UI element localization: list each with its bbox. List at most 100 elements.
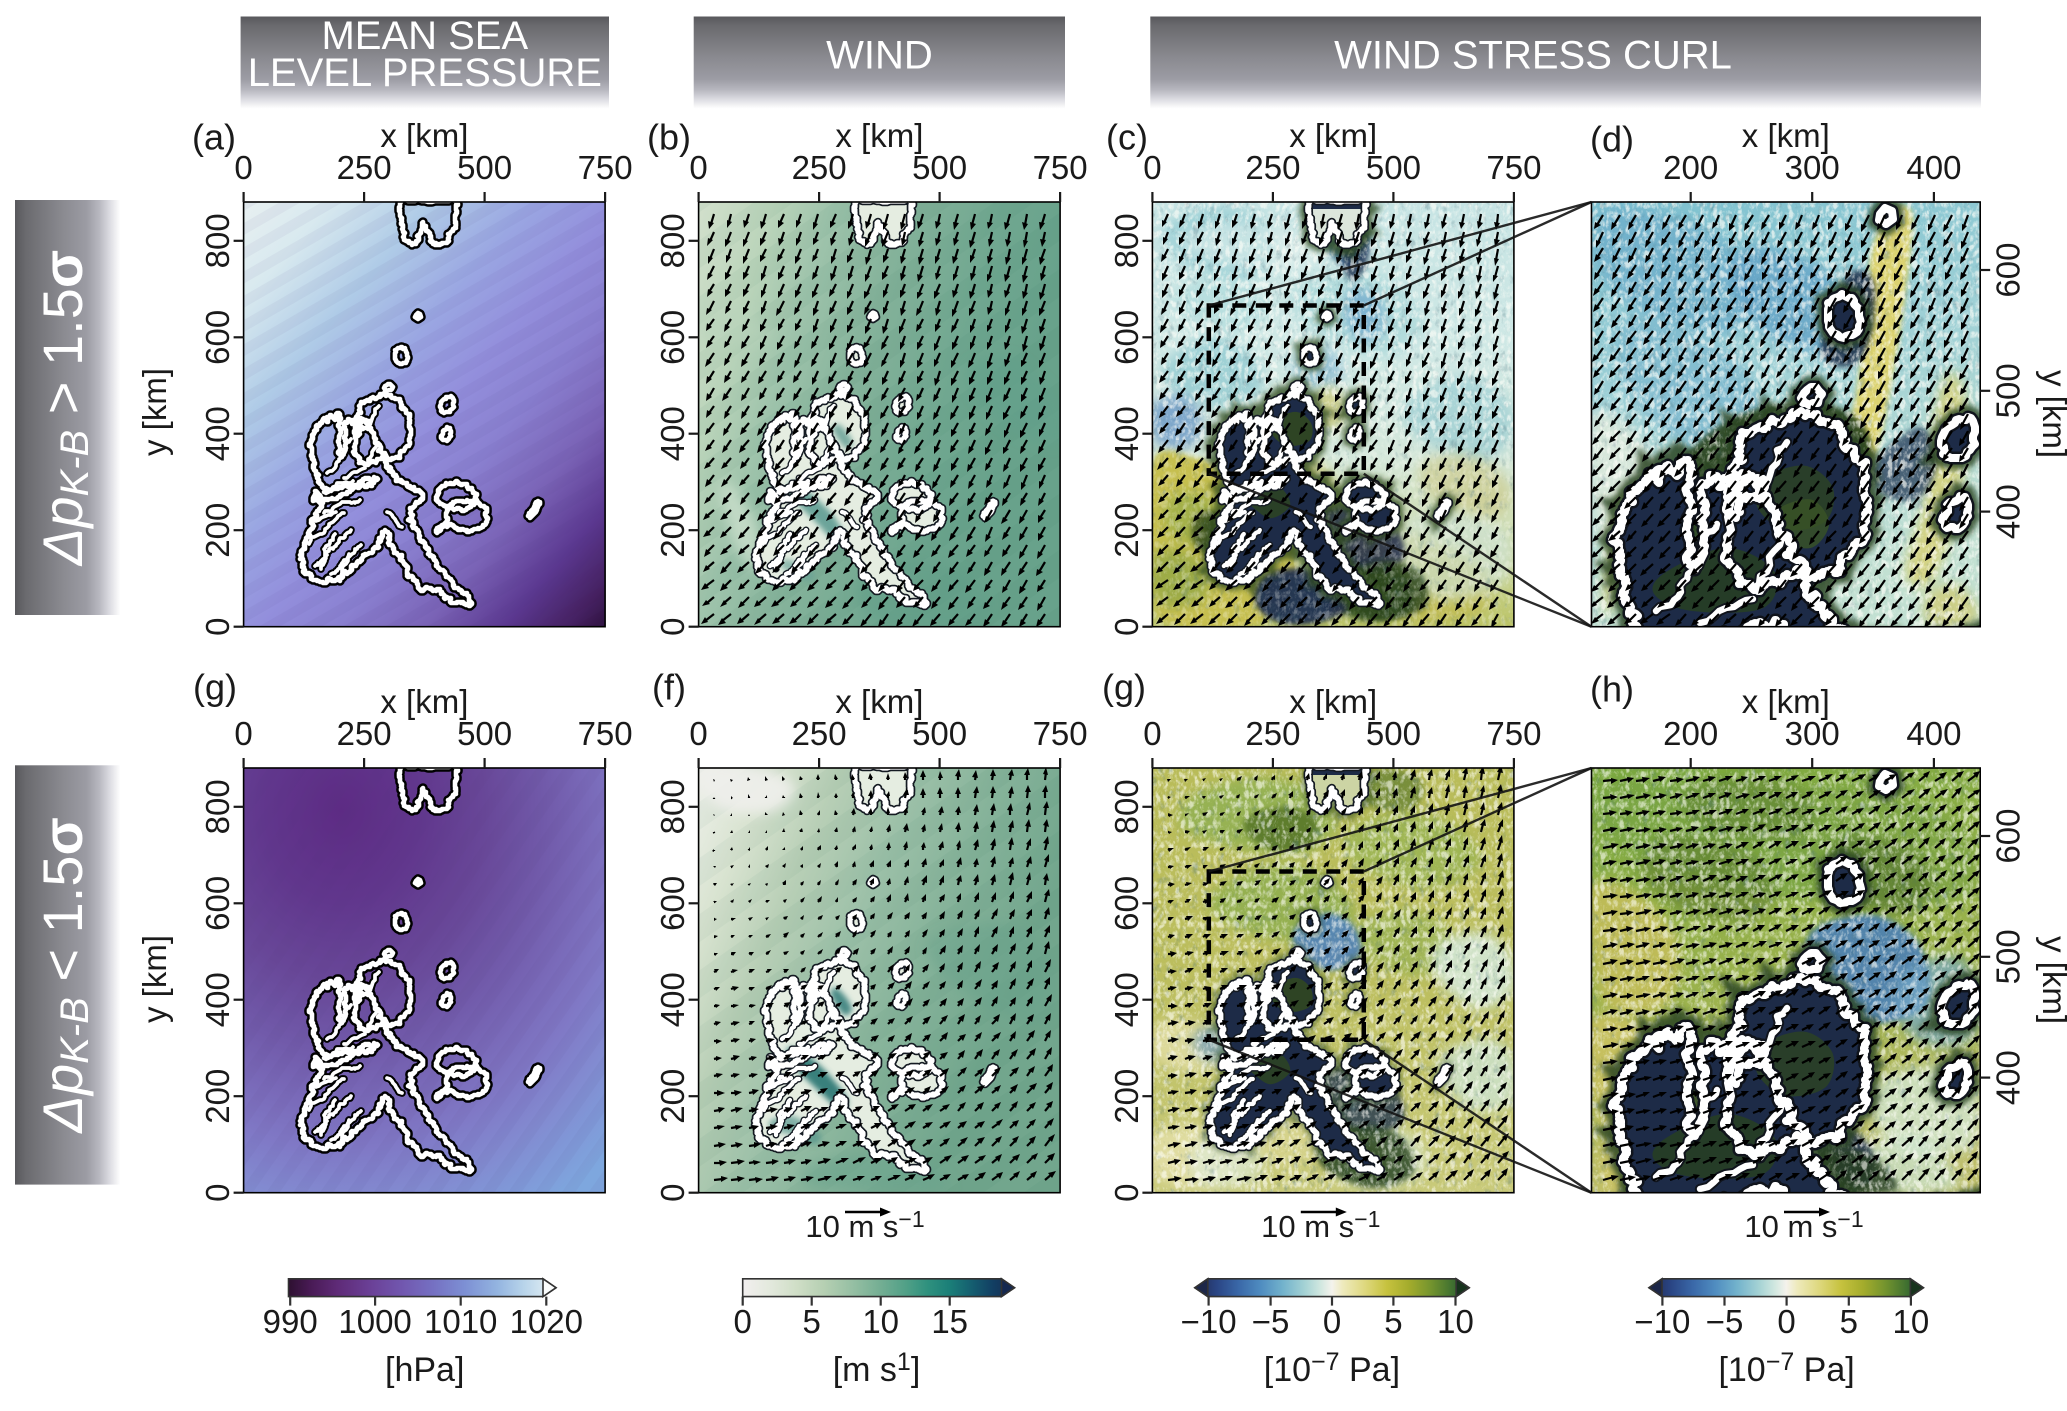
svg-text:0: 0 <box>199 618 236 636</box>
svg-text:200: 200 <box>1108 1069 1145 1124</box>
svg-text:0: 0 <box>1108 1184 1145 1202</box>
svg-text:200: 200 <box>654 1069 691 1124</box>
svg-text:250: 250 <box>337 715 392 752</box>
svg-text:10: 10 <box>862 1303 899 1340</box>
svg-text:0: 0 <box>1143 715 1161 752</box>
svg-text:600: 600 <box>1990 808 2027 863</box>
svg-text:200: 200 <box>654 503 691 558</box>
svg-text:10: 10 <box>1437 1303 1474 1340</box>
svg-text:800: 800 <box>1108 779 1145 834</box>
svg-text:500: 500 <box>1366 149 1421 186</box>
svg-text:ΔpK-B < 1.5σ: ΔpK-B < 1.5σ <box>31 817 98 1134</box>
svg-text:250: 250 <box>1245 715 1300 752</box>
svg-text:[m s1]: [m s1] <box>833 1348 921 1389</box>
svg-text:250: 250 <box>1245 149 1300 186</box>
svg-text:990: 990 <box>263 1303 318 1340</box>
svg-text:WIND: WIND <box>826 34 933 78</box>
svg-text:0: 0 <box>234 149 252 186</box>
svg-text:5: 5 <box>1384 1303 1402 1340</box>
svg-text:800: 800 <box>199 779 236 834</box>
svg-text:y [km]: y [km] <box>136 935 173 1023</box>
svg-text:y [km]: y [km] <box>2036 936 2067 1024</box>
svg-text:300: 300 <box>1785 149 1840 186</box>
svg-text:(b): (b) <box>647 117 691 158</box>
svg-text:x [km]: x [km] <box>835 117 923 154</box>
svg-text:800: 800 <box>654 779 691 834</box>
svg-text:1000: 1000 <box>338 1303 411 1340</box>
svg-text:800: 800 <box>1108 213 1145 268</box>
svg-text:(a): (a) <box>192 117 236 158</box>
svg-text:200: 200 <box>1663 715 1718 752</box>
svg-text:x [km]: x [km] <box>1742 117 1830 154</box>
svg-text:x [km]: x [km] <box>835 683 923 720</box>
svg-text:500: 500 <box>912 715 967 752</box>
svg-text:600: 600 <box>1108 310 1145 365</box>
svg-text:0: 0 <box>1108 618 1145 636</box>
svg-text:600: 600 <box>199 310 236 365</box>
svg-text:600: 600 <box>1108 876 1145 931</box>
svg-text:0: 0 <box>689 149 707 186</box>
svg-text:250: 250 <box>337 149 392 186</box>
svg-text:400: 400 <box>654 406 691 461</box>
svg-text:300: 300 <box>1785 715 1840 752</box>
svg-text:WIND STRESS CURL: WIND STRESS CURL <box>1334 34 1732 78</box>
svg-text:y [km]: y [km] <box>2036 370 2067 458</box>
svg-text:(f): (f) <box>652 667 686 708</box>
svg-text:0: 0 <box>1323 1303 1341 1340</box>
svg-text:600: 600 <box>654 310 691 365</box>
svg-text:−10: −10 <box>1181 1303 1237 1340</box>
svg-text:15: 15 <box>931 1303 968 1340</box>
svg-text:400: 400 <box>1906 149 1961 186</box>
svg-text:(g): (g) <box>193 667 237 708</box>
svg-text:400: 400 <box>1108 972 1145 1027</box>
svg-text:750: 750 <box>1033 149 1088 186</box>
svg-text:0: 0 <box>689 715 707 752</box>
svg-text:0: 0 <box>734 1303 752 1340</box>
svg-text:600: 600 <box>1990 242 2027 297</box>
svg-text:500: 500 <box>457 715 512 752</box>
svg-text:600: 600 <box>654 876 691 931</box>
svg-text:−10: −10 <box>1634 1303 1690 1340</box>
svg-text:400: 400 <box>199 406 236 461</box>
svg-text:0: 0 <box>199 1184 236 1202</box>
svg-text:400: 400 <box>1990 484 2027 539</box>
svg-text:5: 5 <box>803 1303 821 1340</box>
svg-text:[hPa]: [hPa] <box>385 1351 464 1389</box>
svg-text:1020: 1020 <box>510 1303 583 1340</box>
svg-text:500: 500 <box>1990 363 2027 418</box>
svg-text:0: 0 <box>1143 149 1161 186</box>
svg-text:600: 600 <box>199 876 236 931</box>
svg-text:0: 0 <box>1777 1303 1795 1340</box>
svg-text:10: 10 <box>1893 1303 1930 1340</box>
svg-text:x [km]: x [km] <box>380 117 468 154</box>
svg-text:−5: −5 <box>1706 1303 1744 1340</box>
svg-text:0: 0 <box>654 618 691 636</box>
svg-text:x [km]: x [km] <box>1742 683 1830 720</box>
svg-text:(d): (d) <box>1590 119 1634 160</box>
svg-text:750: 750 <box>578 149 633 186</box>
svg-text:200: 200 <box>199 1069 236 1124</box>
svg-text:(h): (h) <box>1590 669 1634 710</box>
svg-text:0: 0 <box>654 1184 691 1202</box>
svg-text:500: 500 <box>457 149 512 186</box>
svg-text:200: 200 <box>1663 149 1718 186</box>
svg-text:500: 500 <box>1366 715 1421 752</box>
svg-text:400: 400 <box>1990 1050 2027 1105</box>
svg-text:750: 750 <box>1033 715 1088 752</box>
svg-text:400: 400 <box>199 972 236 1027</box>
svg-text:250: 250 <box>792 715 847 752</box>
svg-text:ΔpK-B > 1.5σ: ΔpK-B > 1.5σ <box>31 250 98 567</box>
svg-text:800: 800 <box>654 213 691 268</box>
svg-text:400: 400 <box>1108 406 1145 461</box>
svg-text:x [km]: x [km] <box>380 683 468 720</box>
svg-text:200: 200 <box>1108 503 1145 558</box>
svg-text:(g): (g) <box>1102 667 1146 708</box>
svg-text:500: 500 <box>1990 929 2027 984</box>
svg-text:0: 0 <box>234 715 252 752</box>
svg-text:LEVEL PRESSURE: LEVEL PRESSURE <box>248 51 602 95</box>
svg-text:x [km]: x [km] <box>1289 117 1377 154</box>
svg-text:800: 800 <box>199 213 236 268</box>
svg-text:(c): (c) <box>1106 117 1148 158</box>
svg-text:5: 5 <box>1840 1303 1858 1340</box>
svg-text:750: 750 <box>1486 715 1541 752</box>
